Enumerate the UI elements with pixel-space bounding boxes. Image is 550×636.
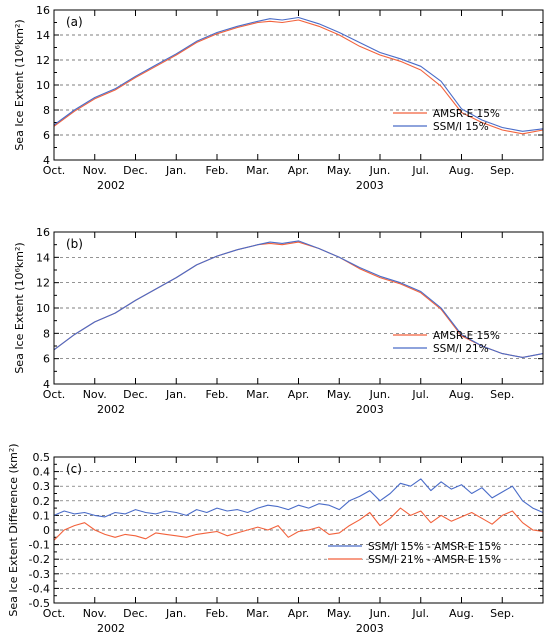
year-label: 2003 — [356, 403, 384, 416]
x-tick-label: May. — [327, 388, 352, 401]
y-tick-label: 14 — [36, 251, 50, 264]
legend-entry: SSM/I 21% - AMSR-E 15% — [368, 554, 501, 566]
x-tick-label: Apr. — [288, 164, 310, 177]
x-tick-label: Oct. — [43, 388, 66, 401]
x-tick-label: Jul. — [411, 164, 429, 177]
panel-label: (a) — [66, 15, 83, 29]
x-tick-label: Sep. — [490, 388, 514, 401]
y-tick-label: 4 — [43, 378, 50, 391]
y-tick-label: -0.2 — [29, 553, 50, 566]
x-tick-label: Nov. — [83, 164, 107, 177]
x-tick-label: Oct. — [43, 164, 66, 177]
x-tick-label: May. — [327, 164, 352, 177]
x-tick-label: Feb. — [206, 388, 229, 401]
legend-entry: AMSR-E 15% — [433, 108, 500, 120]
x-tick-label: Dec. — [123, 607, 148, 620]
x-tick-label: Dec. — [123, 164, 148, 177]
y-axis-label: Sea Ice Extent Difference (km²) — [7, 443, 20, 616]
y-tick-label: 14 — [36, 29, 50, 42]
y-tick-label: 4 — [43, 154, 50, 167]
panel-label: (c) — [66, 462, 82, 476]
y-tick-label: 8 — [43, 327, 50, 340]
x-tick-label: Sep. — [490, 164, 514, 177]
x-tick-label: Aug. — [449, 388, 474, 401]
x-tick-label: Oct. — [43, 607, 66, 620]
chart-panel-2: 4 6 8 10 12 14 16 Oct. Nov. Dec. Jan. Feb. Mar. Apr. M… — [13, 226, 544, 416]
y-tick-label: 0.5 — [33, 451, 51, 464]
x-tick-label: Nov. — [83, 607, 107, 620]
x-tick-label: Jul. — [411, 388, 429, 401]
x-tick-label: Feb. — [206, 607, 229, 620]
x-tick-label: Jul. — [411, 607, 429, 620]
y-tick-label: 0.1 — [33, 509, 51, 522]
y-tick-label: -0.5 — [29, 597, 50, 610]
y-tick-label: 12 — [36, 277, 50, 290]
year-label: 2002 — [97, 622, 125, 635]
chart-panel-3: -0.5 -0.4-0.3 -0.2-0.1 0 0.10.2 0.30.4 0.5 Oct.… — [7, 443, 544, 635]
x-tick-label: Dec. — [123, 388, 148, 401]
legend-entry: AMSR-E 15% — [433, 330, 500, 342]
x-tick-label: Apr. — [288, 388, 310, 401]
x-tick-label: Feb. — [206, 164, 229, 177]
y-tick-label: 0.2 — [33, 495, 51, 508]
y-tick-label: 10 — [36, 79, 50, 92]
plot-frame — [53, 231, 544, 385]
x-tick-label: Jan. — [165, 607, 186, 620]
x-tick-label: Nov. — [83, 388, 107, 401]
y-tick-label: 6 — [43, 129, 50, 142]
year-label: 2002 — [97, 403, 125, 416]
series-line-2 — [53, 16, 544, 132]
y-tick-label: -0.1 — [29, 539, 50, 552]
x-tick-label: Apr. — [288, 607, 310, 620]
chart-panel-1: 4 6 8 10 12 14 16 Oct. Nov. Dec. Jan. Feb. Mar. Apr. M… — [13, 4, 544, 192]
x-tick-label: Mar. — [246, 607, 269, 620]
x-tick-label: Jun. — [369, 388, 391, 401]
y-tick-label: 0 — [43, 524, 50, 537]
y-tick-label: 16 — [36, 4, 50, 17]
plot-frame — [53, 456, 544, 604]
legend-entry: SSM/I 15% — [433, 121, 489, 133]
x-tick-label: Mar. — [246, 164, 269, 177]
x-tick-label: Aug. — [449, 607, 474, 620]
y-tick-label: 16 — [36, 226, 50, 239]
y-tick-label: 12 — [36, 54, 50, 67]
y-tick-label: 0.4 — [33, 466, 51, 479]
series-line-1 — [53, 478, 544, 518]
plot-frame — [53, 9, 544, 161]
x-tick-label: Sep. — [490, 607, 514, 620]
x-tick-label: Jun. — [369, 164, 391, 177]
legend-entry: SSM/I 15% - AMSR-E 15% — [368, 541, 501, 553]
year-label: 2003 — [356, 622, 384, 635]
series-line-1 — [53, 19, 544, 135]
y-tick-label: -0.4 — [29, 582, 50, 595]
y-tick-label: 6 — [43, 353, 50, 366]
y-tick-label: 10 — [36, 302, 50, 315]
year-label: 2002 — [97, 179, 125, 192]
y-tick-label: -0.3 — [29, 568, 50, 581]
x-tick-label: Aug. — [449, 164, 474, 177]
x-tick-label: Jan. — [165, 388, 186, 401]
legend-entry: SSM/I 21% — [433, 343, 489, 355]
x-tick-label: Jun. — [369, 607, 391, 620]
y-axis-label: Sea Ice Extent (10⁶km²) — [13, 19, 26, 150]
x-tick-label: Jan. — [165, 164, 186, 177]
panel-label: (b) — [66, 237, 83, 251]
y-tick-label: 0.3 — [33, 480, 51, 493]
series-line-2 — [53, 507, 544, 541]
series-line-2 — [53, 240, 544, 358]
x-tick-label: Mar. — [246, 388, 269, 401]
year-label: 2003 — [356, 179, 384, 192]
y-tick-label: 8 — [43, 104, 50, 117]
y-axis-label: Sea Ice Extent (10⁶km²) — [13, 242, 26, 373]
x-tick-label: May. — [327, 607, 352, 620]
